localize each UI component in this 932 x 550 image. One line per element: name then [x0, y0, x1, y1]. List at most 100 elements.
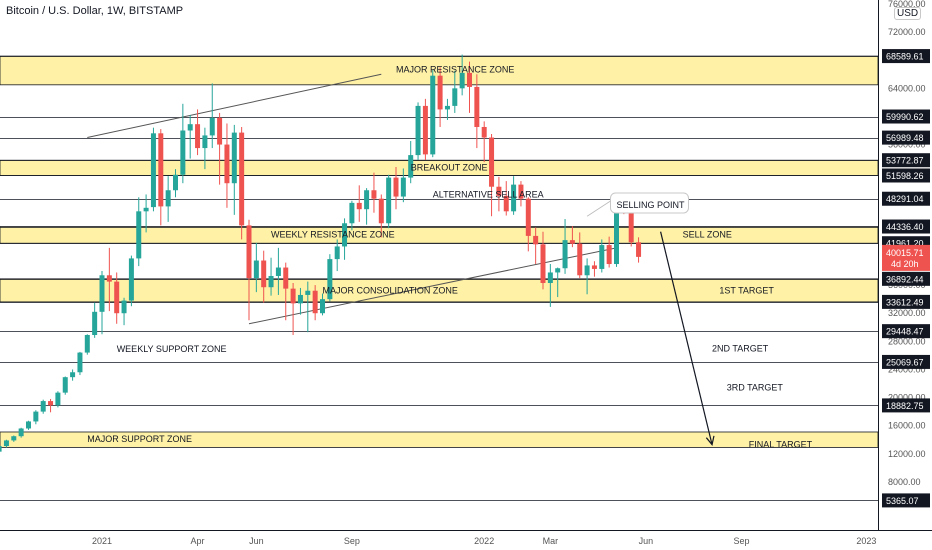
- zone-2: [0, 226, 879, 244]
- annotations-layer: MAJOR RESISTANCE ZONE BREAKOUT ZONE ALTERN…: [87, 64, 812, 449]
- annotation-label: 3RD TARGET: [727, 383, 784, 393]
- annotation-label: 2ND TARGET: [712, 343, 769, 353]
- candle-body: [55, 392, 61, 406]
- x-tick-label: Jun: [639, 536, 654, 546]
- candle-body: [173, 174, 178, 191]
- candle-body: [591, 265, 597, 269]
- candle-body: [33, 411, 39, 422]
- x-tick-label: Sep: [344, 536, 360, 546]
- candle-body: [143, 207, 149, 212]
- candle-body: [518, 184, 524, 199]
- candle-body: [408, 155, 414, 178]
- candle-body: [334, 246, 340, 260]
- level-price-box: [882, 219, 930, 234]
- candle-body: [555, 268, 561, 273]
- candle-body: [77, 352, 83, 373]
- candle-body: [569, 240, 575, 244]
- candle-body: [577, 243, 583, 276]
- level-price-label: 53772.87: [886, 156, 924, 166]
- candle-body: [467, 72, 472, 87]
- candle-body: [92, 311, 98, 336]
- candle-body: [547, 272, 553, 284]
- current-price-countdown: 4d 20h: [891, 259, 919, 269]
- candle-body: [415, 105, 421, 156]
- candle-body: [320, 299, 325, 314]
- candle-body: [349, 202, 355, 224]
- candle-body: [305, 290, 311, 295]
- candle-body: [48, 401, 54, 406]
- current-price-label: 40015.71: [886, 248, 924, 258]
- candle-body: [400, 177, 406, 197]
- y-tick-label: 24000.00: [888, 364, 926, 374]
- candle-body: [364, 190, 370, 210]
- candle-body: [114, 281, 120, 314]
- annotation-label: FINAL TARGET: [749, 440, 813, 450]
- candle-body: [128, 258, 134, 301]
- level-price-box: [882, 49, 930, 64]
- y-tick-label: 20000.00: [888, 393, 926, 403]
- candle-body: [209, 117, 215, 136]
- candles-layer: [0, 54, 642, 452]
- candle-body: [628, 212, 634, 243]
- candle-body: [283, 267, 289, 289]
- candle-body: [231, 132, 237, 184]
- candle-body: [511, 184, 517, 212]
- x-tick-label: Apr: [191, 536, 205, 546]
- candle-body: [246, 225, 252, 279]
- candle-body: [540, 244, 546, 284]
- annotation-label: MAJOR SUPPORT ZONE: [87, 434, 192, 444]
- trendline-1: [248, 247, 617, 325]
- candle-body: [70, 372, 76, 378]
- current-price-box: [882, 244, 930, 271]
- x-tick-label: 2021: [92, 536, 112, 546]
- annotation-label: MAJOR RESISTANCE ZONE: [396, 64, 514, 74]
- x-tick-label: Sep: [733, 536, 749, 546]
- candle-body: [525, 198, 531, 236]
- level-price-label: 29448.47: [886, 327, 924, 337]
- annotation-label: SELL ZONE: [683, 230, 732, 240]
- candle-body: [562, 240, 568, 269]
- y-tick-label: 12000.00: [888, 449, 926, 459]
- annotation-label: WEEKLY RESISTANCE ZONE: [271, 230, 395, 240]
- x-tick-label: Jun: [249, 536, 264, 546]
- level-price-label: 44336.40: [886, 222, 924, 232]
- y-tick-label: 8000.00: [888, 477, 921, 487]
- candle-body: [224, 144, 230, 184]
- annotation-label: WEEKLY SUPPORT ZONE: [117, 344, 227, 354]
- candle-body: [636, 242, 642, 257]
- candle-body: [481, 126, 487, 138]
- x-tick-label: Mar: [543, 536, 559, 546]
- candle-body: [3, 440, 9, 447]
- y-tick-label: 64000.00: [888, 83, 926, 93]
- candle-body: [371, 190, 377, 199]
- level-price-label: 48291.04: [886, 194, 924, 204]
- level-price-box: [882, 294, 930, 309]
- candle-body: [18, 428, 24, 437]
- candle-body: [422, 105, 428, 155]
- selling-point-box: [610, 192, 689, 214]
- level-price-label: 41961.20: [886, 239, 924, 249]
- candle-body: [261, 260, 267, 288]
- level-price-label: 25069.67: [886, 357, 924, 367]
- candle-body: [150, 133, 156, 208]
- y-tick-label: 32000.00: [888, 308, 926, 318]
- level-price-box: [882, 191, 930, 206]
- candle-body: [356, 202, 362, 210]
- candle-body: [217, 117, 223, 145]
- target-arrow-head: [705, 435, 715, 446]
- candle-body: [503, 195, 509, 212]
- level-price-box: [882, 130, 930, 145]
- annotation-label: ALTERNATIVE SELL AREA: [433, 189, 544, 199]
- candle-body: [275, 267, 281, 276]
- candle-body: [386, 177, 392, 224]
- level-price-box: [882, 168, 930, 183]
- level-price-label: 33612.49: [886, 297, 924, 307]
- candle-body: [496, 186, 502, 196]
- level-price-box: [882, 398, 930, 413]
- candle-body: [26, 421, 31, 429]
- candle-body: [136, 211, 142, 259]
- candle-body: [452, 88, 458, 106]
- currency-button[interactable]: USD: [894, 7, 922, 20]
